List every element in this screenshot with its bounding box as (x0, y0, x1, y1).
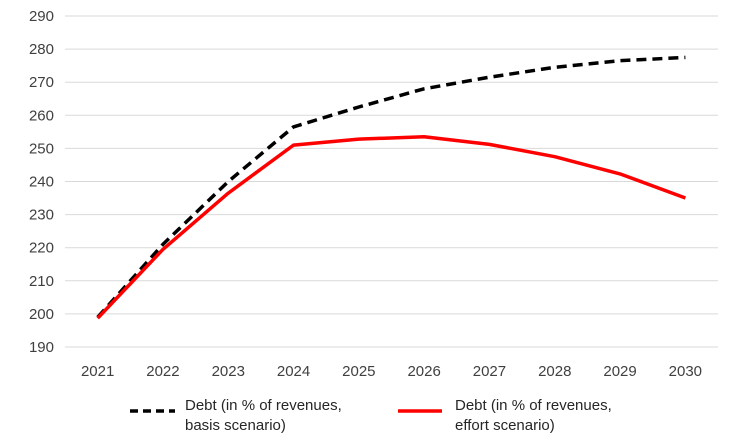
x-tick-label: 2030 (669, 363, 702, 380)
y-tick-label: 240 (29, 174, 54, 191)
gridlines (65, 15, 718, 348)
y-tick-label: 200 (29, 306, 54, 323)
x-axis-ticks: 2021 2022 2023 2024 2025 2026 2027 2028 2029 2030 (81, 363, 702, 380)
y-tick-label: 220 (29, 240, 54, 257)
legend-label: Debt (in % of revenues, (455, 397, 612, 414)
y-tick-label: 280 (29, 41, 54, 58)
x-tick-label: 2028 (538, 363, 571, 380)
legend: Debt (in % of revenues, basis scenario) De… (130, 397, 612, 434)
x-tick-label: 2026 (407, 363, 440, 380)
series-lines (96, 55, 687, 320)
y-tick-label: 260 (29, 107, 54, 124)
x-tick-label: 2029 (603, 363, 636, 380)
x-tick-label: 2022 (146, 363, 179, 380)
x-tick-label: 2024 (277, 363, 310, 380)
y-axis-ticks: 190 200 210 220 230 240 250 260 270 280 290 (29, 8, 54, 356)
x-tick-label: 2023 (212, 363, 245, 380)
series-line-basis (96, 55, 686, 319)
x-tick-label: 2021 (81, 363, 114, 380)
y-tick-label: 250 (29, 140, 54, 157)
y-tick-label: 270 (29, 74, 54, 91)
y-tick-label: 290 (29, 8, 54, 25)
series-line-effort (96, 135, 687, 320)
y-tick-label: 230 (29, 207, 54, 224)
x-tick-label: 2025 (342, 363, 375, 380)
x-tick-label: 2027 (473, 363, 506, 380)
legend-label: basis scenario) (185, 417, 286, 434)
legend-label: effort scenario) (455, 417, 555, 434)
y-tick-label: 190 (29, 339, 54, 356)
y-tick-label: 210 (29, 273, 54, 290)
legend-label: Debt (in % of revenues, (185, 397, 342, 414)
